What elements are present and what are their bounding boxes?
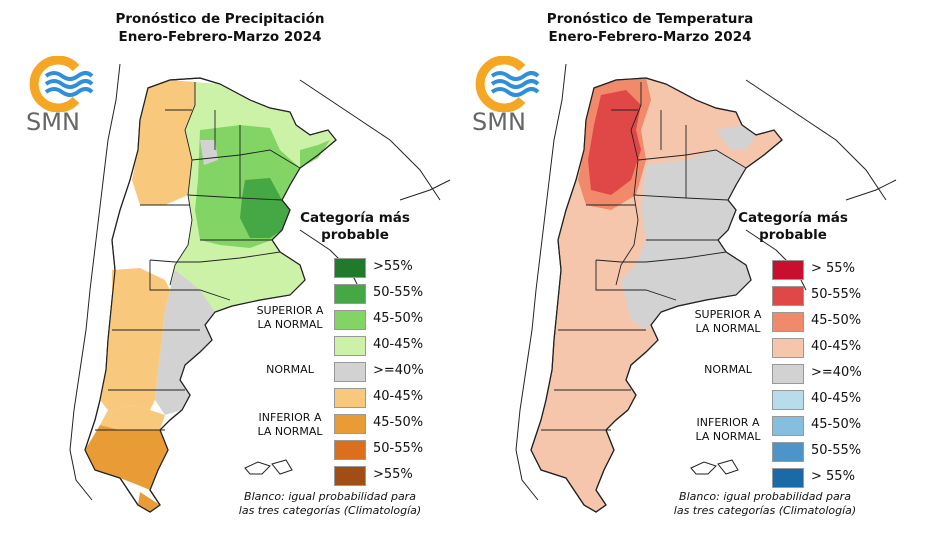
malvinas-islands <box>690 459 739 475</box>
group-inferior-line-1: INFERIOR A <box>258 411 322 424</box>
logo-text: SMN <box>472 108 526 136</box>
group-superior-line-2: LA NORMAL <box>257 317 323 331</box>
legend-label: 50-55% <box>373 285 424 300</box>
footnote: Blanco: igual probabilidad para las tres… <box>665 490 865 518</box>
group-label-normal: NORMAL <box>704 363 752 376</box>
province-borders <box>541 82 747 431</box>
legend-swatch <box>334 336 366 356</box>
legend-label: > 55% <box>811 469 855 484</box>
footnote: Blanco: igual probabilidad para las tres… <box>230 490 430 518</box>
title-line-1: Pronóstico de Temperatura <box>546 11 754 27</box>
legend-label: 40-45% <box>811 391 862 406</box>
legend-label: 40-45% <box>373 389 424 404</box>
map-title: Pronóstico de Temperatura Enero-Febrero-… <box>490 10 810 46</box>
legend-swatch <box>334 440 366 460</box>
footnote-line-1: Blanco: igual probabilidad para <box>244 490 416 503</box>
temperature-map <box>515 63 897 513</box>
legend-swatch <box>772 312 804 332</box>
legend-swatch <box>772 364 804 384</box>
group-label-superior: SUPERIOR A LA NORMAL <box>250 304 330 331</box>
smn-logo: SMN <box>24 55 94 136</box>
legend-swatch <box>772 468 804 488</box>
title-line-2: Enero-Febrero-Marzo 2024 <box>548 29 752 45</box>
group-label-inferior: INFERIOR A LA NORMAL <box>250 411 330 438</box>
group-inferior-line-2: LA NORMAL <box>257 424 323 438</box>
legend-label: 45-50% <box>373 415 424 430</box>
group-superior-line-1: SUPERIOR A <box>256 304 324 317</box>
precipitation-panel: Pronóstico de Precipitación Enero-Febrer… <box>0 0 470 536</box>
group-inferior-line-1: INFERIOR A <box>696 416 760 429</box>
legend-title-line-2: probable <box>759 227 827 243</box>
legend-swatch <box>334 258 366 278</box>
legend-title: Categoría más probable <box>728 210 858 244</box>
legend-swatch <box>334 466 366 486</box>
legend-swatch <box>772 260 804 280</box>
title-line-2: Enero-Febrero-Marzo 2024 <box>118 29 322 45</box>
footnote-line-2: las tres categorías (Climatología) <box>673 504 857 517</box>
legend-label: > 55% <box>811 261 855 276</box>
temperature-panel: Pronóstico de Temperatura Enero-Febrero-… <box>470 0 941 536</box>
legend-swatch <box>772 286 804 306</box>
legend-label: >=40% <box>373 363 424 378</box>
province-borders <box>95 82 301 431</box>
smn-logo-icon <box>475 55 540 113</box>
legend-label: >55% <box>373 467 413 482</box>
group-superior-line-2: LA NORMAL <box>695 321 761 335</box>
legend-label: 50-55% <box>811 443 862 458</box>
legend-title: Categoría más probable <box>290 210 420 244</box>
group-label-inferior: INFERIOR A LA NORMAL <box>688 416 768 443</box>
logo-text: SMN <box>26 108 80 136</box>
map-title: Pronóstico de Precipitación Enero-Febrer… <box>60 10 380 46</box>
legend-label: 45-50% <box>811 417 862 432</box>
legend-swatch <box>334 388 366 408</box>
smn-logo-icon <box>29 55 94 113</box>
footnote-line-1: Blanco: igual probabilidad para <box>679 490 851 503</box>
legend-swatch <box>772 442 804 462</box>
legend-swatch <box>334 362 366 382</box>
legend-swatch <box>772 390 804 410</box>
group-inferior-line-2: LA NORMAL <box>695 429 761 443</box>
legend-swatch <box>772 416 804 436</box>
legend-label: 50-55% <box>373 441 424 456</box>
title-line-1: Pronóstico de Precipitación <box>115 11 325 27</box>
legend-label: >55% <box>373 259 413 274</box>
legend-swatch <box>772 338 804 358</box>
legend-title-line-1: Categoría más <box>300 210 410 226</box>
malvinas-islands <box>244 459 293 475</box>
legend-title-line-2: probable <box>321 227 389 243</box>
legend-swatch <box>334 310 366 330</box>
legend-label: >=40% <box>811 365 862 380</box>
legend-swatch <box>334 284 366 304</box>
legend-title-line-1: Categoría más <box>738 210 848 226</box>
group-label-normal: NORMAL <box>266 363 314 376</box>
legend-label: 45-50% <box>811 313 862 328</box>
precipitation-map <box>69 63 451 513</box>
legend-label: 50-55% <box>811 287 862 302</box>
legend-label: 45-50% <box>373 311 424 326</box>
group-label-superior: SUPERIOR A LA NORMAL <box>688 308 768 335</box>
legend-swatch <box>334 414 366 434</box>
legend-label: 40-45% <box>373 337 424 352</box>
group-superior-line-1: SUPERIOR A <box>694 308 762 321</box>
footnote-line-2: las tres categorías (Climatología) <box>238 504 422 517</box>
legend-label: 40-45% <box>811 339 862 354</box>
smn-logo: SMN <box>470 55 540 136</box>
